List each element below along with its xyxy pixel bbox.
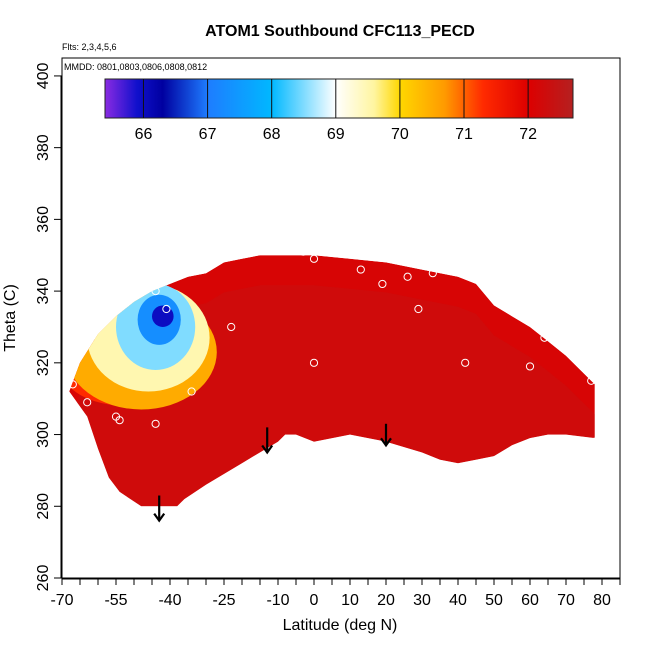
x-tick-label: -70 [50,592,73,609]
x-tick-label: 60 [521,592,539,609]
x-tick-label: -40 [158,592,181,609]
sample-point [187,387,196,396]
x-tick-label: 30 [413,592,431,609]
x-tick-label: 40 [449,592,467,609]
sample-point [525,362,535,371]
y-tick-label: 260 [35,565,52,592]
y-tick-label: 400 [35,62,52,89]
heatmap-field [69,255,595,507]
y-tick-label: 320 [35,349,52,376]
sample-point [414,304,423,314]
colorbar-tick-label: 68 [263,126,281,143]
colorbar-ticks: 66 67 68 69 70 71 72 [135,79,537,143]
x-axis-label: Latitude (deg N) [283,617,398,634]
sample-point [83,398,92,407]
sample-point [356,265,365,274]
y-tick-label: 280 [35,493,52,520]
x-tick-label: -25 [212,592,235,609]
x-tick-label: 10 [341,592,359,609]
sample-point [309,254,319,263]
down-arrow [261,427,274,455]
chart-title: ATOM1 Southbound CFC113_PECD [205,23,475,40]
x-tick-label: 70 [557,592,575,609]
sample-point [309,358,319,367]
colorbar-tick-label: 69 [327,126,345,143]
colorbar: 66 67 68 69 70 71 72 [104,78,574,143]
x-tick-label: 50 [485,592,503,609]
x-tick-label: 0 [310,592,319,609]
sample-point [378,279,387,289]
down-arrow [153,495,166,523]
sample-point [299,247,308,256]
colorbar-tick-label: 67 [199,126,217,143]
down-arrow [380,423,392,448]
sample-point [162,304,171,314]
x-tick-label: 80 [593,592,611,609]
plot-area [68,247,599,523]
x-tick-label: -10 [266,592,289,609]
sample-point [428,269,437,278]
y-tick-label: 340 [35,278,52,305]
sample-point [461,358,470,367]
plot-frame [61,57,621,579]
sample-point [68,380,77,389]
field-clipped [69,255,595,507]
colorbar-tick-label: 70 [391,126,409,143]
sample-point [151,287,160,296]
sample-point [590,437,599,446]
y-tick-label: 360 [35,206,52,233]
y-tick-label: 380 [35,134,52,161]
sample-point [403,272,412,281]
dates-label: MMDD: 0801,0803,0806,0808,0812 [64,62,207,72]
sample-points [68,247,599,446]
x-axis: -70 -55 -40 -25 -10 0 10 20 30 40 50 60 70 80 [50,578,621,609]
sample-point [587,376,596,385]
sample-point [115,416,124,425]
anomaly-contour [152,305,174,327]
colorbar-tick-label: 71 [455,126,473,143]
colorbar-tick-label: 72 [519,126,537,143]
flights-label: Flts: 2,3,4,5,6 [62,42,117,52]
sample-point [227,322,236,332]
arrows [153,423,392,523]
colorbar-gradient [104,78,574,119]
colorbar-tick-label: 66 [135,126,153,143]
y-tick-label: 300 [35,421,52,448]
sample-point [540,333,549,342]
x-tick-label: 20 [377,592,395,609]
y-axis-label: Theta (C) [2,284,19,352]
sample-point [151,419,160,428]
y-axis: 260 280 300 320 340 360 380 400 [35,62,62,591]
x-tick-label: -55 [104,592,127,609]
